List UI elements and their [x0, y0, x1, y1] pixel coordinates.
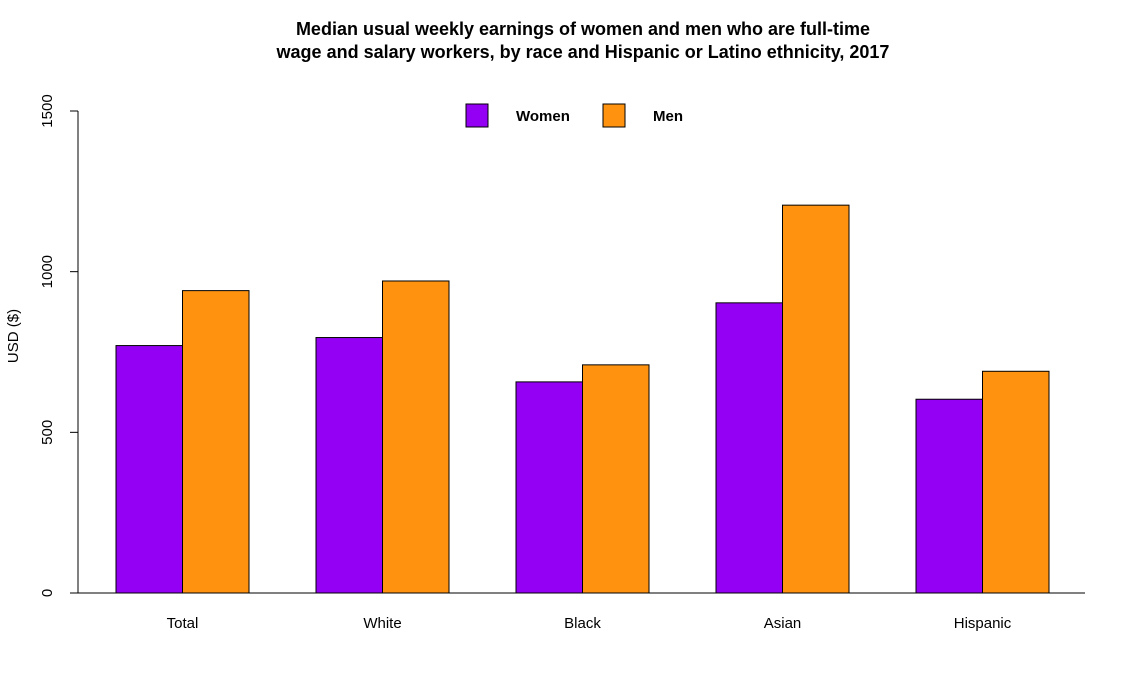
x-tick-labels: Total White Black Asian Hispanic	[167, 615, 1012, 632]
legend-label-men: Men	[653, 108, 683, 125]
y-axis: 0 500 1000 1500	[39, 94, 79, 597]
bar-women-white	[315, 337, 383, 594]
bar-women-asian	[715, 302, 783, 594]
y-tick-label: 1500	[39, 94, 56, 127]
x-tick-label: White	[363, 615, 401, 632]
legend-swatch-men	[602, 103, 626, 128]
bar-men-asian	[782, 204, 850, 594]
bar-women-hispanic	[915, 398, 983, 594]
bar-men-white	[382, 280, 450, 594]
chart-title-line-2: wage and salary workers, by race and His…	[276, 42, 890, 62]
x-tick-label: Total	[167, 615, 199, 632]
chart-title-line-1: Median usual weekly earnings of women an…	[296, 19, 870, 39]
x-tick-label: Asian	[764, 615, 802, 632]
bar-women-total	[115, 345, 183, 594]
bar-men-hispanic	[982, 370, 1050, 594]
bar-men-black	[582, 364, 650, 594]
bars-group	[115, 204, 1050, 594]
bar-men-total	[182, 290, 250, 594]
legend: Women Men	[465, 103, 683, 128]
bar-women-black	[515, 381, 583, 594]
y-tick-label: 1000	[39, 255, 56, 288]
legend-swatch-women	[465, 103, 489, 128]
y-tick-label: 500	[39, 420, 56, 445]
legend-label-women: Women	[516, 108, 570, 125]
x-tick-label: Hispanic	[954, 615, 1012, 632]
x-tick-label: Black	[564, 615, 601, 632]
y-tick-label: 0	[39, 589, 56, 597]
y-axis-label: USD ($)	[5, 309, 22, 363]
